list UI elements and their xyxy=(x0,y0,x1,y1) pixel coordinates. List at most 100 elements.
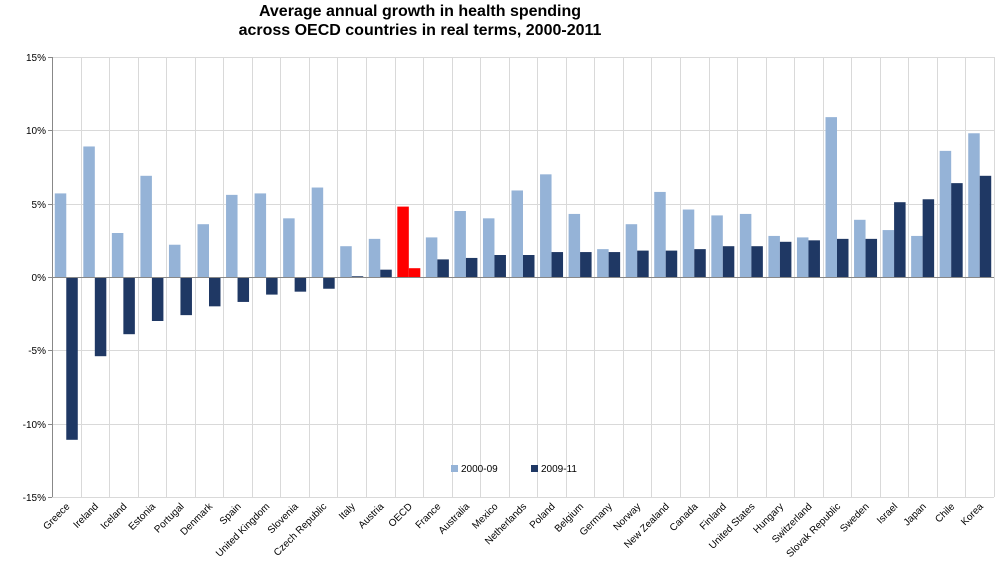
x-category-label: Israel xyxy=(875,501,900,526)
bar-2000-09 xyxy=(454,211,466,277)
bar-2009-11 xyxy=(580,252,592,277)
legend: 2000-09 2009-11 xyxy=(451,464,577,475)
bar-2009-11 xyxy=(380,269,392,277)
chart-title-line1: Average annual growth in health spending xyxy=(258,3,582,20)
bar-2000-09 xyxy=(425,237,438,277)
bar-2000-09 xyxy=(226,194,238,277)
x-category-label: Australia xyxy=(437,501,473,537)
legend-label: 2000-09 xyxy=(461,464,498,475)
y-tick-label: 5% xyxy=(32,200,47,211)
bar-2009-11 xyxy=(237,277,250,302)
bar-2000-09 xyxy=(540,174,552,277)
bar-2009-11 xyxy=(865,238,878,277)
bar-2009-11 xyxy=(665,250,678,277)
bar-2009-11 xyxy=(437,259,449,277)
bar-2000-09 xyxy=(825,117,837,277)
bar-2009-11 xyxy=(751,246,763,277)
bar-2000-09 xyxy=(654,191,666,277)
bar-2000-09 xyxy=(939,150,952,277)
bar-2009-11 xyxy=(951,183,963,277)
x-category-label: Chile xyxy=(933,501,957,525)
bar-2000-09 xyxy=(682,209,695,277)
bar-2009-11 xyxy=(465,257,478,277)
chart-title: Average annual growth in health spending… xyxy=(0,2,840,40)
x-category-label: Iceland xyxy=(99,501,130,532)
x-category-label: Sweden xyxy=(838,501,871,534)
y-tick-label: 0% xyxy=(32,273,47,284)
bar-2000-09 xyxy=(311,187,324,277)
bar-2009-11 xyxy=(323,277,335,289)
y-tick-label: -15% xyxy=(23,493,46,504)
x-category-label: Denmark xyxy=(179,501,216,538)
bar-2009-11 xyxy=(94,277,107,357)
bar-2009-11 xyxy=(209,277,221,307)
bar-2009-11 xyxy=(637,250,649,277)
bar-2009-11 xyxy=(722,246,735,277)
x-category-label: United Kingdom xyxy=(214,501,272,559)
bar-2000-09 xyxy=(197,224,209,277)
y-tick-label: 15% xyxy=(26,53,46,64)
bar-2009-11 xyxy=(294,277,307,292)
bar-2000-09 xyxy=(568,213,581,277)
bar-2009-11 xyxy=(837,238,849,277)
bar-2000-09 xyxy=(340,246,352,277)
bar-2000-09 xyxy=(796,237,809,277)
y-tick-label: -10% xyxy=(23,420,46,431)
bar-2000-09 xyxy=(368,238,381,277)
bar-2009-11 xyxy=(894,202,906,277)
bar-2000-09 xyxy=(625,224,638,277)
legend-swatch xyxy=(531,465,538,472)
bars xyxy=(54,117,992,440)
x-category-label: Spain xyxy=(218,501,244,527)
chart-title-line2: across OECD countries in real terms, 200… xyxy=(238,22,602,39)
bar-2000-09 xyxy=(397,206,409,277)
bar-2009-11 xyxy=(551,252,564,277)
y-tick-label: -5% xyxy=(28,346,46,357)
bar-2000-09 xyxy=(111,233,124,277)
y-tick-label: 10% xyxy=(26,126,46,137)
bar-2009-11 xyxy=(123,277,135,335)
bar-2000-09 xyxy=(882,230,895,277)
x-category-label: Japan xyxy=(902,501,929,528)
bar-2009-11 xyxy=(351,276,364,277)
bar-2009-11 xyxy=(779,241,792,277)
x-category-label: Greece xyxy=(41,501,72,532)
bar-2009-11 xyxy=(808,240,820,277)
bar-2000-09 xyxy=(911,235,923,277)
bar-2009-11 xyxy=(408,268,421,277)
bar-2000-09 xyxy=(54,193,67,277)
bar-2009-11 xyxy=(266,277,278,295)
bar-2000-09 xyxy=(511,190,523,277)
x-category-label: Korea xyxy=(959,501,986,528)
bar-2000-09 xyxy=(597,249,609,277)
x-category-label: Italy xyxy=(337,501,358,522)
x-category-label: Slovak Republic xyxy=(785,501,843,559)
axes xyxy=(48,57,994,498)
bar-2009-11 xyxy=(694,249,706,277)
x-category-label: OECD xyxy=(387,501,415,529)
bar-2000-09 xyxy=(83,146,95,277)
bar-2000-09 xyxy=(854,219,866,277)
bar-2000-09 xyxy=(283,218,295,277)
bar-2009-11 xyxy=(180,277,192,316)
bar-2009-11 xyxy=(66,277,78,440)
bar-2000-09 xyxy=(168,244,181,277)
x-category-label: Czech Republic xyxy=(272,501,329,558)
bar-2000-09 xyxy=(254,193,267,277)
x-category-label: Austria xyxy=(357,501,387,531)
bar-2009-11 xyxy=(523,255,535,277)
bar-2000-09 xyxy=(739,213,752,277)
bar-2000-09 xyxy=(711,215,723,277)
x-category-label: Ireland xyxy=(72,501,101,530)
bar-2000-09 xyxy=(482,218,495,277)
bar-2000-09 xyxy=(968,133,980,277)
bar-2000-09 xyxy=(768,235,780,277)
x-category-label: Canada xyxy=(668,501,701,534)
tick-labels: 15% 10% 5% 0% -5% -10% -15%Greece IrelandIcelan… xyxy=(23,53,987,560)
legend-label: 2009-11 xyxy=(541,464,577,475)
bar-2000-09 xyxy=(140,175,152,277)
bar-2009-11 xyxy=(979,175,992,277)
bar-2009-11 xyxy=(151,277,164,321)
bar-2009-11 xyxy=(608,252,621,277)
